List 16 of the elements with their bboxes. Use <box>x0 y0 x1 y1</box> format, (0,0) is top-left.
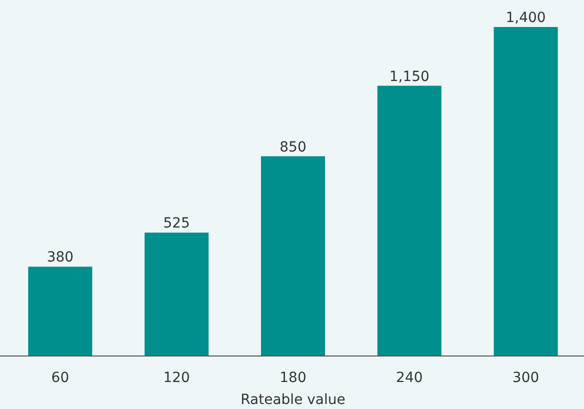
data-label: 380 <box>46 250 74 266</box>
x-tick-label: 120 <box>163 370 190 386</box>
data-label: 525 <box>163 216 190 232</box>
bar <box>28 266 92 356</box>
x-tick-label: 240 <box>396 370 423 386</box>
x-tick-label: 180 <box>280 370 306 386</box>
bar <box>260 156 326 356</box>
x-tick-label: 300 <box>512 370 540 386</box>
x-tick-label: 60 <box>51 370 70 386</box>
data-label: 1,150 <box>389 68 430 85</box>
bar <box>494 27 558 356</box>
x-axis-title: Rateable value <box>240 392 346 408</box>
data-label: 1,400 <box>506 10 546 26</box>
bar <box>144 232 209 356</box>
bar <box>377 86 442 356</box>
data-label: 850 <box>280 139 306 156</box>
